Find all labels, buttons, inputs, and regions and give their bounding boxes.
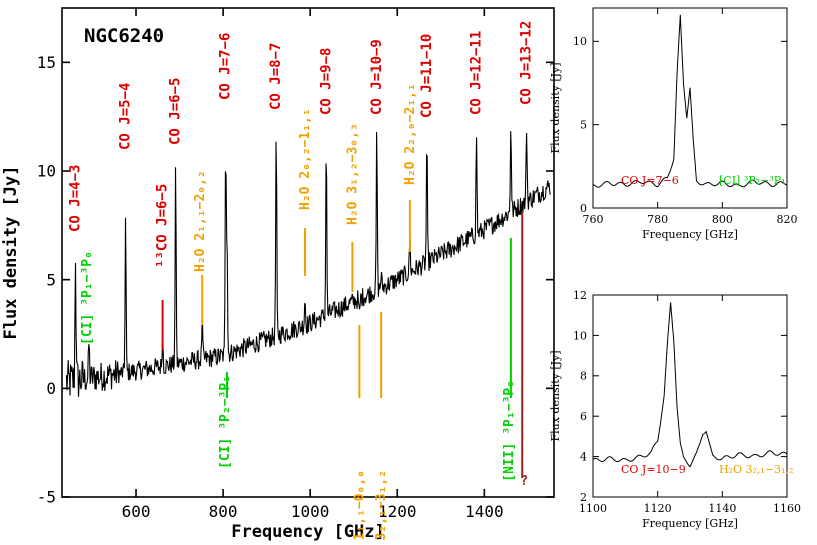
- annotation-label: CO J=11−10: [419, 34, 435, 118]
- annotation-label: H₂O 3₂,₁−3₁,₂: [374, 470, 389, 545]
- annotation-label: H₂O 1₁,₁−0₀,₀: [352, 470, 367, 545]
- y-tick-label: 4: [580, 450, 587, 463]
- plot-frame: [592, 7, 788, 209]
- spectrum-line: [592, 302, 788, 468]
- y-axis-label: Flux density [Jy]: [549, 350, 562, 441]
- y-tick-label: 10: [573, 35, 587, 48]
- y-tick-label: 0: [46, 379, 56, 398]
- x-axis-label: Frequency [GHz]: [642, 228, 738, 241]
- annotation-label: CO J=10−9: [369, 39, 385, 115]
- annotation-label: CO J=9−8: [318, 48, 334, 115]
- x-tick-label: 1200: [378, 502, 417, 521]
- x-axis-label: Frequency [GHz]: [231, 522, 385, 542]
- spectrum-line: [592, 14, 788, 188]
- x-tick-label: 600: [122, 502, 151, 521]
- y-tick-label: 6: [580, 410, 587, 423]
- y-tick-label: 10: [573, 329, 587, 342]
- x-tick-label: 760: [583, 213, 604, 226]
- y-tick-label: 10: [37, 162, 56, 181]
- x-tick-label: 1160: [773, 502, 801, 515]
- y-axis-label: Flux density [Jy]: [1, 166, 21, 340]
- y-tick-label: 2: [580, 491, 587, 504]
- inset-co-7-6-panel: 760 780 800 820 0 5 10 Frequency [GHz] Flux dens…: [549, 7, 798, 241]
- x-tick-label: 1100: [579, 502, 607, 515]
- spectrum-line: [65, 131, 551, 397]
- annotation-label: CO J=8−7: [268, 43, 284, 110]
- y-tick-label: 12: [573, 289, 587, 302]
- x-tick-label: 780: [647, 213, 668, 226]
- y-tick-label: 0: [580, 202, 587, 215]
- y-tick-label: 8: [580, 370, 587, 383]
- inset-line-label: H₂O 3₂,₁−3₁,₂: [719, 463, 793, 476]
- x-tick-label: 820: [777, 213, 798, 226]
- y-tick-label: 5: [580, 119, 587, 132]
- y-tick-label: 5: [46, 270, 56, 289]
- x-tick-label: 1120: [644, 502, 672, 515]
- y-axis-label: Flux density [Jy]: [549, 62, 562, 153]
- annotation-label: ¹³CO J=6−5: [155, 184, 171, 268]
- annotation-label: H₂O 2₂,₀−2₁,₁: [403, 83, 418, 185]
- inset-line-label: CO J=10−9: [621, 463, 686, 476]
- annotation-label: H₂O 3₁,₂−3₀,₃: [345, 123, 360, 225]
- annotation-label: [CI] ³P₂−³P₁: [218, 375, 233, 469]
- main-spectrum-panel: 600 800 1000 1200 1400 -5 0 5 10 15 Frequency [GHz…: [1, 7, 555, 545]
- x-tick-label: 800: [209, 502, 238, 521]
- y-tick-label: 15: [37, 53, 56, 72]
- annotation-label: CO J=4−3: [67, 165, 83, 232]
- annotation-label: CO J=7−6: [218, 33, 234, 100]
- inset-line-label: [CI] ³P₂−³P₁: [719, 174, 786, 187]
- annotation-label: CO J=12−11: [468, 31, 484, 115]
- y-tick-label: -5: [37, 488, 56, 507]
- x-tick-label: 1140: [708, 502, 736, 515]
- annotation-label: [CI] ³P₁−³P₀: [80, 251, 95, 345]
- annotation-label: CO J=6−5: [168, 78, 184, 145]
- annotation-label: CO J=13−12: [519, 21, 535, 105]
- chart-title: NGC6240: [84, 25, 164, 47]
- x-tick-label: 800: [712, 213, 733, 226]
- x-tick-label: 1400: [465, 502, 504, 521]
- annotation-label: H₂O 2₁,₁−2₀,₂: [193, 170, 208, 272]
- annotation-label: ?: [520, 474, 528, 489]
- annotation-label: H₂O 2₀,₂−1₁,₁: [298, 108, 313, 210]
- x-tick-label: 1000: [291, 502, 330, 521]
- plot-frame: [592, 294, 788, 498]
- plot-frame: [61, 7, 555, 498]
- inset-co-10-9-panel: 1100 1120 1140 1160 2 4 6 8 10 12 Frequency [GHz] F…: [549, 289, 801, 530]
- x-axis-label: Frequency [GHz]: [642, 517, 738, 530]
- inset-line-label: CO J=7−6: [621, 174, 679, 187]
- annotation-label: CO J=5−4: [118, 83, 134, 150]
- annotation-label: [NII] ³P₁−³P₀: [502, 380, 517, 482]
